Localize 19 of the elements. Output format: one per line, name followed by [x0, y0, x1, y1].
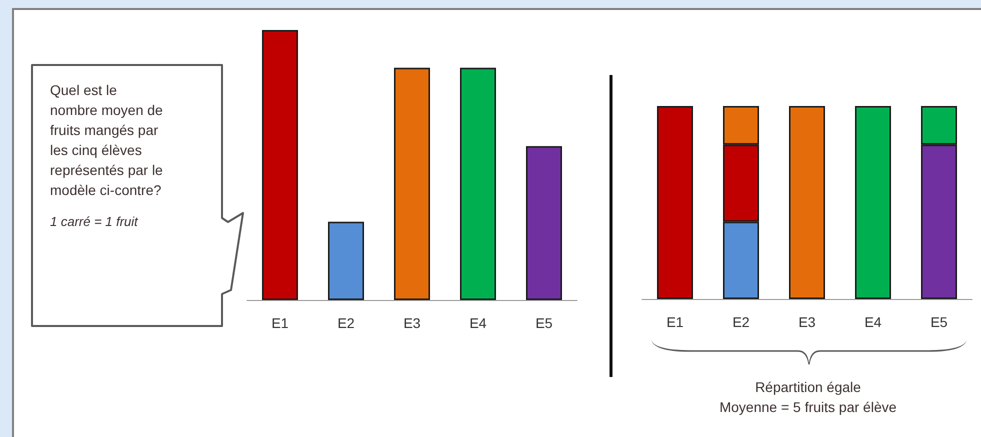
bar — [394, 68, 430, 300]
text: 1 carré = 1 fruit — [50, 213, 140, 231]
x-tick-label: E3 — [403, 315, 421, 331]
bar — [328, 222, 364, 300]
text: Moyenne = 5 fruits par élève — [718, 398, 898, 417]
x-tick-label: E1 — [666, 314, 684, 330]
bar — [262, 30, 298, 300]
x-tick-label: E5 — [535, 315, 553, 331]
x-tick-label: E2 — [732, 314, 750, 330]
text: Répartition égale — [754, 378, 862, 397]
x-tick-label: E2 — [337, 315, 355, 331]
x-tick-label: E3 — [798, 314, 816, 330]
x-tick-label: E5 — [930, 314, 948, 330]
text: Quel est le nombre moyen de fruits mangés par les cinq élèves représentés par le modèle ci-contre? — [50, 81, 164, 200]
x-tick-label: E4 — [469, 315, 487, 331]
bar — [460, 68, 496, 300]
x-tick-label: E4 — [864, 314, 882, 330]
x-tick-label: E1 — [271, 315, 289, 331]
bar — [526, 146, 562, 300]
